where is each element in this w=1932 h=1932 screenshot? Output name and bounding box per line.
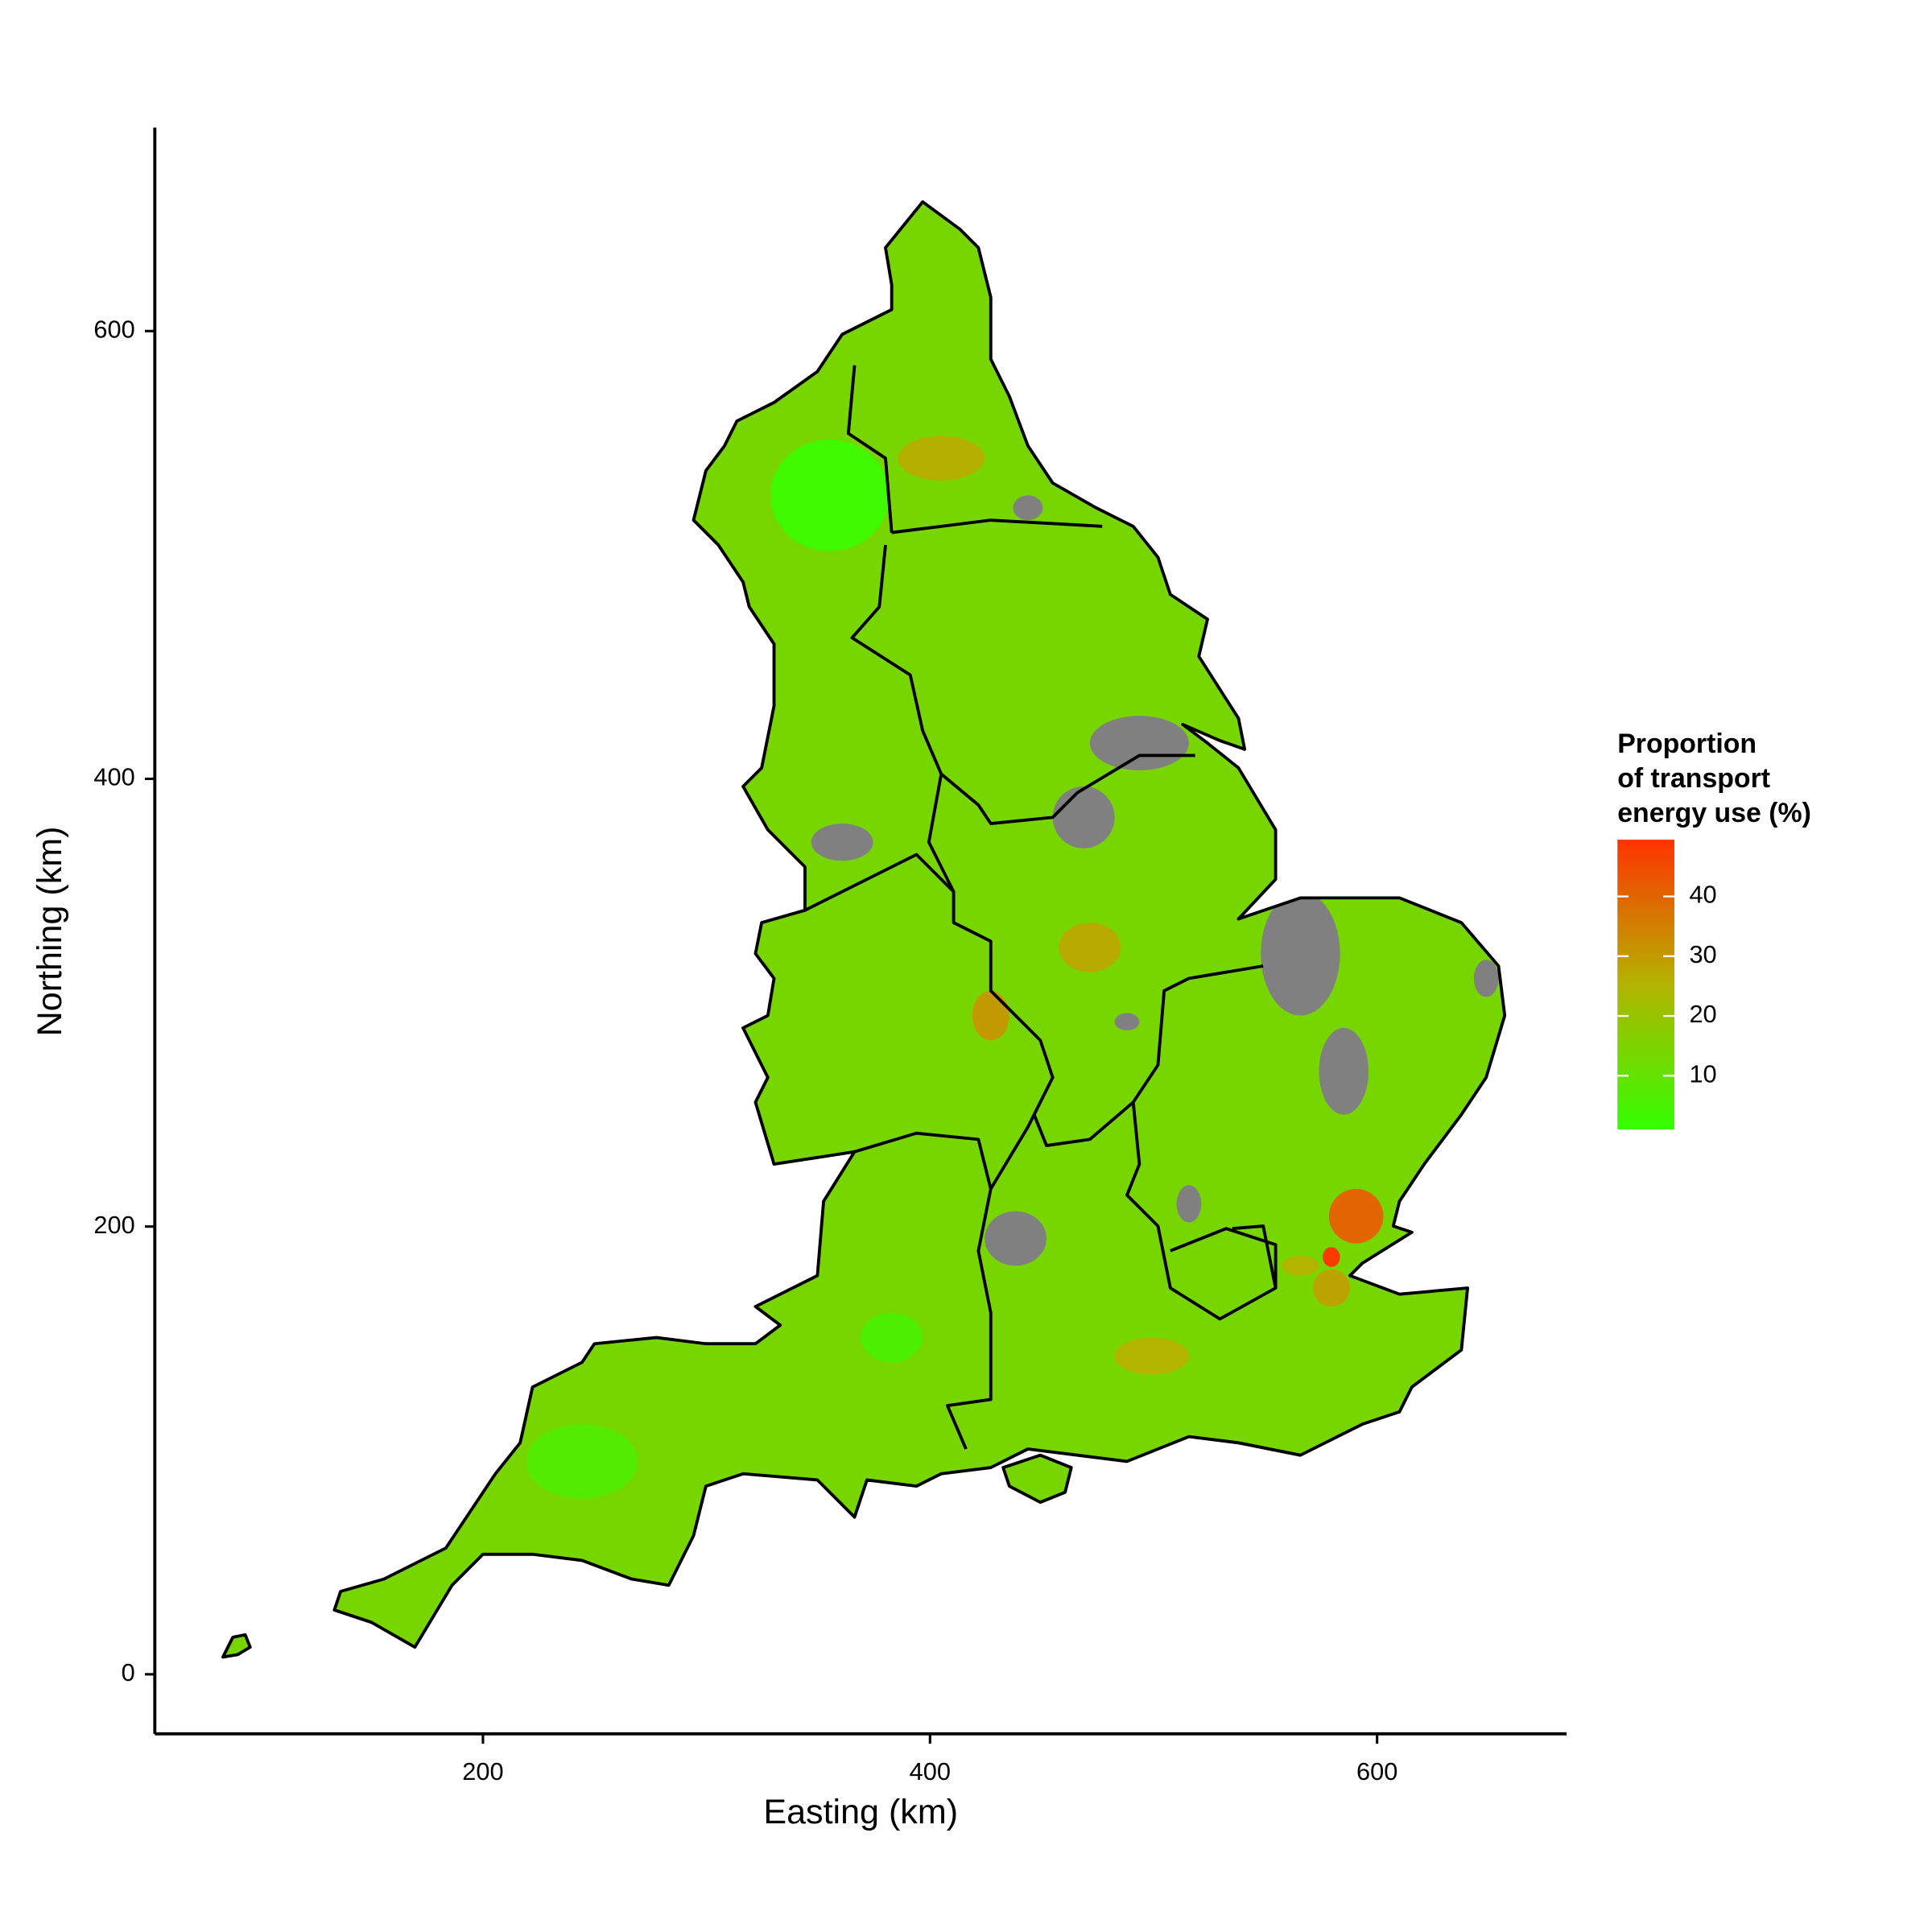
map-area [770, 440, 890, 551]
y-tick-label: 600 [93, 315, 134, 343]
map-outline [221, 200, 1507, 1659]
map-area [1319, 1027, 1368, 1115]
y-tick-label: 0 [122, 1658, 135, 1686]
map-area [1312, 1269, 1350, 1307]
map-area [526, 1424, 638, 1499]
region-boundary [853, 1131, 993, 1450]
region-boundary [1125, 1102, 1278, 1321]
region-boundary [804, 852, 955, 912]
legend-title: of transport [1617, 763, 1770, 794]
x-tick-label: 600 [1356, 1757, 1397, 1785]
x-axis-title: Easting (km) [763, 1793, 958, 1831]
y-tick-label: 400 [93, 763, 134, 791]
region-boundary [1032, 964, 1264, 1147]
map-area [1089, 716, 1189, 770]
colorbar [1617, 840, 1674, 1130]
colorbar-tick-label: 10 [1689, 1059, 1716, 1088]
x-tick-label: 200 [462, 1757, 503, 1785]
map-area [1052, 786, 1115, 848]
map-area [1114, 1013, 1140, 1030]
region-boundary [846, 365, 894, 533]
colorbar-tick-label: 40 [1689, 881, 1716, 909]
map-area [985, 1211, 1046, 1266]
map-area [1013, 495, 1043, 521]
map-area [1114, 1337, 1189, 1375]
map-area [1176, 1185, 1202, 1223]
region-boundary [927, 774, 1055, 1116]
region-boundary [1170, 1227, 1278, 1288]
region-boundary [989, 1113, 1036, 1190]
y-tick-label: 200 [93, 1211, 134, 1239]
map-area [972, 990, 1009, 1041]
map-base [222, 201, 1505, 1657]
map-area [1261, 891, 1340, 1016]
x-tick-label: 400 [910, 1757, 951, 1785]
map-area [1323, 1247, 1340, 1267]
region-boundary [939, 753, 1195, 825]
map-area [811, 824, 873, 861]
map-area [1059, 923, 1121, 972]
region-boundary [850, 544, 943, 775]
map-area [1282, 1256, 1319, 1276]
map-area [898, 436, 985, 481]
y-axis-title: Northing (km) [31, 827, 69, 1037]
map-area [1473, 960, 1499, 997]
legend-title: Proportion [1617, 729, 1757, 759]
legend-title: energy use (%) [1617, 798, 1811, 828]
colorbar-tick-label: 20 [1689, 1000, 1716, 1028]
region-boundary [891, 518, 1103, 535]
map-area [1328, 1188, 1384, 1244]
map-area [861, 1312, 923, 1363]
colorbar-tick-label: 30 [1689, 940, 1716, 968]
